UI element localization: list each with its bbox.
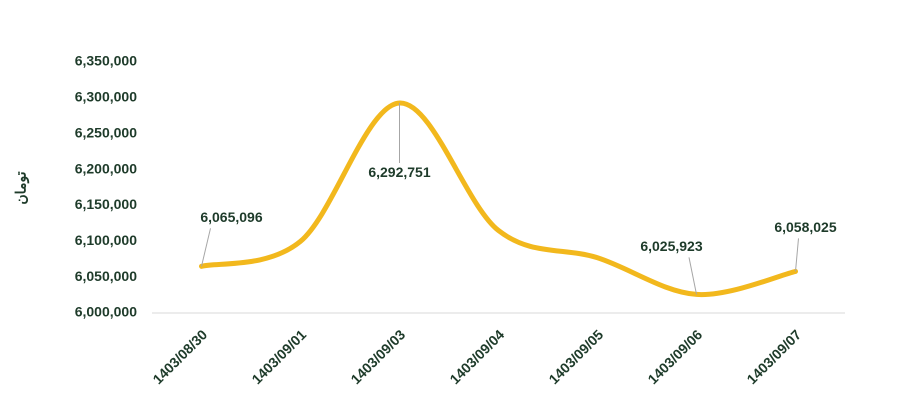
x-tick-label: 1403/09/01 [248,326,309,387]
y-tick-label: 6,100,000 [75,232,137,248]
data-label: 6,292,751 [368,164,430,180]
x-tick-label: 1403/09/06 [644,326,705,387]
x-tick-label: 1403/08/30 [149,326,210,387]
data-label: 6,065,096 [200,209,262,225]
y-tick-label: 6,350,000 [75,53,137,69]
leader-line [688,257,697,295]
data-label: 6,058,025 [774,219,836,235]
x-tick-label: 1403/09/03 [347,326,408,387]
data-label: 6,025,923 [640,238,702,254]
leader-line [795,238,799,272]
y-tick-label: 6,250,000 [75,124,137,140]
y-axis-label: تومان [13,171,30,204]
x-tick-label: 1403/09/07 [743,326,804,387]
y-tick-label: 6,050,000 [75,268,137,284]
leader-line [201,228,211,267]
y-tick-label: 6,200,000 [75,160,137,176]
y-tick-label: 6,000,000 [75,304,137,320]
x-tick-label: 1403/09/04 [446,326,507,387]
x-tick-label: 1403/09/05 [545,326,606,387]
line [199,100,798,297]
y-tick-label: 6,150,000 [75,196,137,212]
y-tick-label: 6,300,000 [75,89,137,105]
